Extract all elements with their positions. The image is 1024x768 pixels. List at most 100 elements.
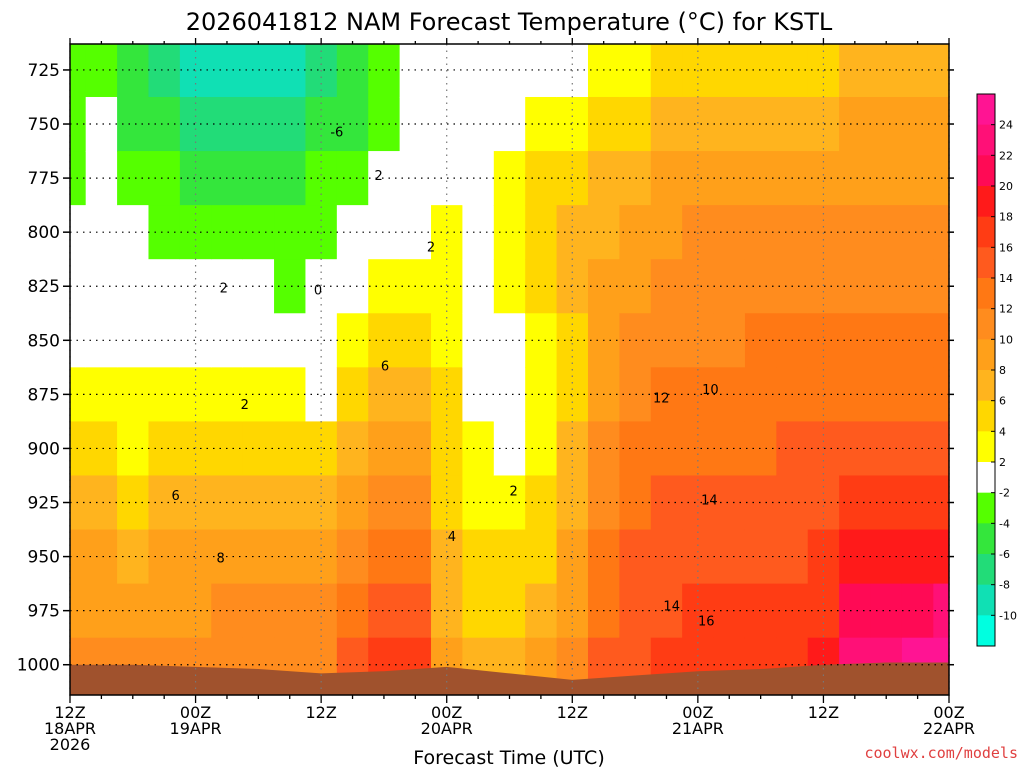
colorbar-band (977, 124, 995, 156)
field-cell (713, 44, 746, 98)
field-cell (619, 421, 652, 477)
field-cell (70, 421, 87, 477)
field-cell (148, 313, 181, 368)
contour-label: 6 (172, 489, 180, 504)
field-cell (368, 259, 401, 314)
x-tick-label: 12Z 18APR 2026 (44, 703, 96, 754)
contour-label: 10 (702, 383, 719, 398)
contour-label: 2 (241, 398, 249, 413)
field-cell (744, 529, 777, 585)
field-cell (211, 44, 244, 98)
y-tick-label: 875 (28, 385, 60, 405)
field-cell (305, 151, 338, 206)
field-cell (85, 421, 118, 477)
field-cell (336, 475, 369, 531)
field-cell (85, 151, 118, 206)
x-tick-label-line: 12Z (557, 703, 588, 722)
field-cell (85, 529, 118, 585)
field-cell (368, 583, 401, 639)
colorbar-label: 4 (999, 425, 1006, 438)
credit-text[interactable]: coolwx.com/models (864, 744, 1018, 762)
field-cell (336, 529, 369, 585)
field-cell (619, 259, 652, 314)
x-tick-label-line: 20APR (421, 719, 473, 738)
field-cell (117, 421, 150, 477)
field-cell (336, 44, 369, 98)
field-cell (619, 205, 652, 260)
x-tick-label-line: 22APR (923, 719, 975, 738)
field-cell (117, 96, 150, 152)
field-cell (807, 96, 840, 152)
field-cell (556, 151, 589, 206)
field-cell (70, 259, 87, 314)
colorbar-label: -4 (999, 517, 1010, 530)
field-cell (870, 313, 903, 368)
colorbar-label: 2 (999, 456, 1006, 469)
field-cell (493, 529, 526, 585)
field-cell (305, 529, 338, 585)
x-tick-label: 12Z (305, 703, 336, 722)
field-cell (619, 475, 652, 531)
field-cell (744, 96, 777, 152)
colorbar-band (977, 216, 995, 248)
y-tick-label: 725 (28, 61, 60, 81)
field-cell (870, 96, 903, 152)
x-tick-label: 00Z 20APR (421, 703, 473, 738)
field-cell (70, 313, 87, 368)
field-cell (870, 529, 903, 585)
field-cell (117, 583, 150, 639)
colorbar-label: 6 (999, 395, 1006, 408)
field-cell (870, 259, 903, 314)
field-cell (85, 313, 118, 368)
colorbar-label: 18 (999, 211, 1013, 224)
field-cell (368, 44, 401, 98)
contour-label: 0 (314, 284, 322, 299)
field-cell (744, 313, 777, 368)
colorbar-label: 8 (999, 364, 1006, 377)
field-cell (148, 96, 181, 152)
colorbar-band (977, 308, 995, 340)
field-cell (148, 44, 181, 98)
y-tick-label: 1000 (17, 656, 60, 676)
x-tick-label-line: 00Z (180, 703, 211, 722)
contour-label: 2 (427, 240, 435, 255)
contour-label: 6 (381, 359, 389, 374)
colorbar-label: -6 (999, 548, 1010, 561)
x-tick-label-line: 2026 (50, 735, 91, 754)
colorbar-band (977, 492, 995, 524)
x-tick-label-line: 12Z (54, 703, 85, 722)
field-cell (744, 475, 777, 531)
y-tick-label: 825 (28, 277, 60, 297)
field-cell (682, 313, 715, 368)
field-cell (744, 151, 777, 206)
field-cell (839, 44, 872, 98)
colorbar: 24 22 20 18 16 14 12 10 8 6 4 2 -2 -4 -6 -8 -10 (976, 93, 1017, 647)
field-cell (242, 44, 275, 98)
field-cell (368, 205, 401, 260)
y-tick-label: 800 (28, 223, 60, 243)
field-cell (148, 259, 181, 314)
x-tick-label-line: 18APR (44, 719, 96, 738)
field-cell (493, 205, 526, 260)
field-cell (70, 151, 87, 206)
field-cell (870, 205, 903, 260)
field-cell (493, 96, 526, 152)
field-cell (336, 313, 369, 368)
field-cell (493, 44, 526, 98)
field-cell (493, 259, 526, 314)
y-tick-label: 750 (28, 115, 60, 135)
field-cell (525, 44, 558, 98)
colorbar-band (977, 247, 995, 279)
field-cell (85, 205, 118, 260)
chart-title: 2026041812 NAM Forecast Temperature (°C)… (186, 8, 833, 36)
field-cell (619, 313, 652, 368)
colorbar-label: 24 (999, 119, 1013, 132)
field-cell (682, 475, 715, 531)
field-cell (305, 313, 338, 368)
contour-labels: -6 2 2 0 2 6 2 6 8 4 2 12 10 14 14 16 (172, 126, 719, 630)
field-cell (744, 44, 777, 98)
field-cell (117, 313, 150, 368)
field-cell (336, 367, 369, 423)
field-cell (619, 44, 652, 98)
colorbar-band (977, 186, 995, 218)
